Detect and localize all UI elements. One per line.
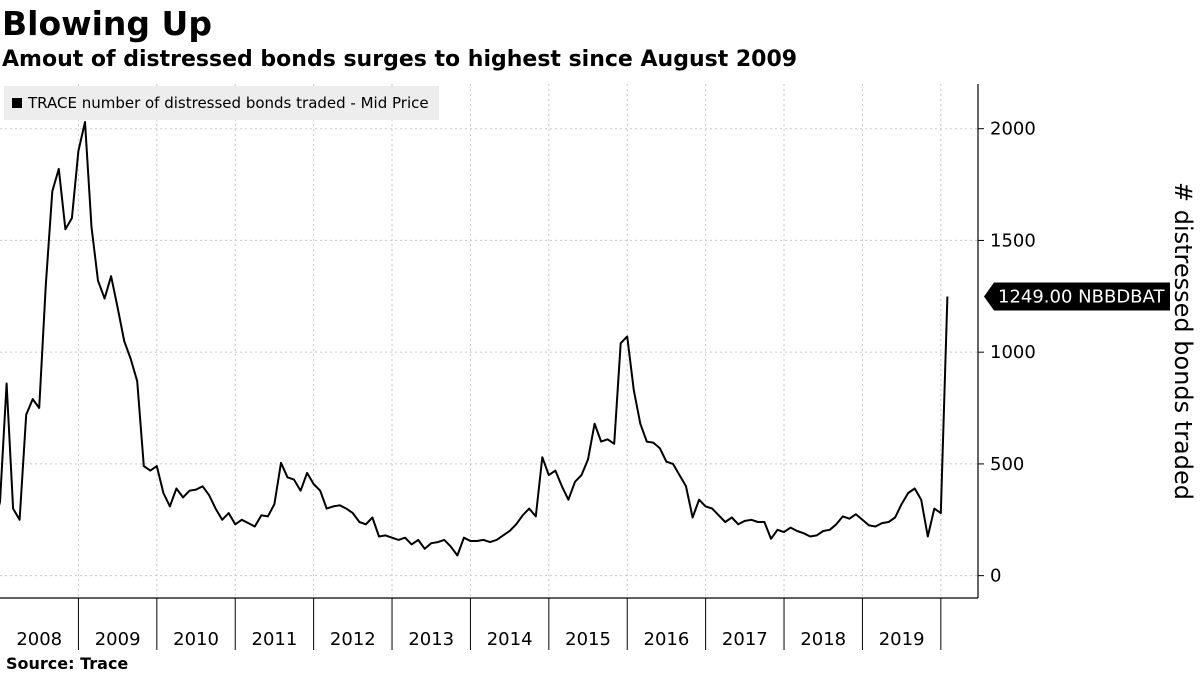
x-tick-label: 2017 bbox=[722, 629, 768, 650]
y-tick-label: 1500 bbox=[990, 230, 1036, 251]
x-tick-label: 2013 bbox=[408, 629, 454, 650]
source-note: Source: Trace bbox=[6, 654, 129, 673]
chart-title: Blowing Up bbox=[2, 4, 212, 43]
x-tick-labels: 2008 2009 2010 2011 2012 2013 2014 2015 2016 2017… bbox=[16, 629, 924, 650]
y-tick-label: 0 bbox=[990, 566, 1001, 587]
y-axis-label: # distressed bonds traded bbox=[1169, 182, 1197, 500]
x-tick-label: 2012 bbox=[330, 629, 376, 650]
x-tick-label: 2009 bbox=[95, 629, 141, 650]
last-value-callout: 1249.00 NBBDBAT bbox=[984, 282, 1170, 311]
legend: TRACE number of distressed bonds traded … bbox=[4, 86, 439, 120]
y-tick-labels: 0 500 1000 1500 2000 bbox=[990, 119, 1036, 587]
series-line-0 bbox=[0, 121, 949, 557]
x-tick-label: 2014 bbox=[487, 629, 533, 650]
last-value-box bbox=[984, 282, 1170, 311]
legend-label: TRACE number of distressed bonds traded … bbox=[28, 94, 429, 112]
x-tick-label: 2019 bbox=[879, 629, 925, 650]
y-gridlines bbox=[0, 128, 984, 577]
x-tick-label: 2008 bbox=[16, 629, 62, 650]
legend-swatch bbox=[12, 98, 22, 108]
axes bbox=[0, 84, 979, 599]
x-tick-label: 2018 bbox=[800, 629, 846, 650]
chart-subtitle: Amout of distressed bonds surges to high… bbox=[2, 47, 798, 72]
x-tick-label: 2010 bbox=[173, 629, 219, 650]
x-tick-label: 2016 bbox=[644, 629, 690, 650]
y-tick-label: 2000 bbox=[990, 119, 1036, 140]
y-tick-label: 500 bbox=[990, 454, 1024, 475]
y-tick-label: 1000 bbox=[990, 342, 1036, 363]
last-value-label: 1249.00 NBBDBAT bbox=[998, 287, 1165, 308]
x-tick-label: 2011 bbox=[252, 629, 298, 650]
x-gridlines bbox=[77, 84, 942, 650]
series-lines bbox=[0, 121, 949, 557]
x-tick-label: 2015 bbox=[565, 629, 611, 650]
